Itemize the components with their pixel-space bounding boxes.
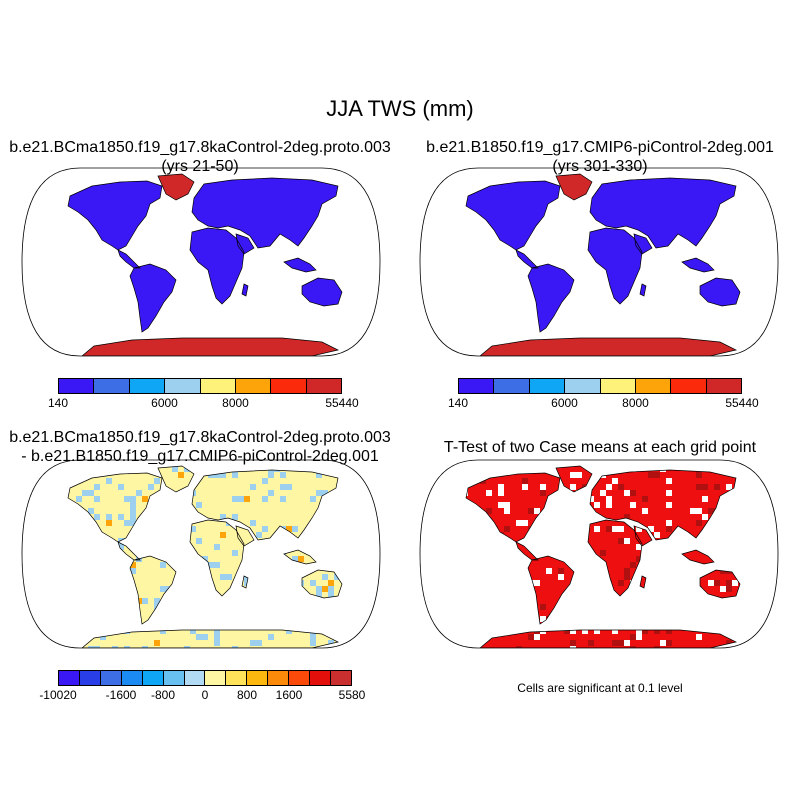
map-content [465, 465, 741, 648]
map-content [67, 173, 343, 356]
colorbar-tick-label: 6000 [151, 396, 178, 410]
colorbar-swatch [59, 671, 80, 685]
colorbar-tick-label: 5580 [338, 688, 366, 702]
landmass-southAmerica [130, 556, 176, 624]
landmass-centralAmerica [516, 542, 538, 560]
map-content [67, 465, 343, 648]
map-outline [419, 167, 779, 357]
panel-title-line2: (yrs 21-50) [161, 158, 239, 175]
colorbar-swatch [330, 671, 351, 685]
panel-title-line1: b.e21.BCma1850.f19_g17.8kaControl-2deg.p… [9, 429, 391, 446]
colorbar-tick-label: -10020 [39, 688, 77, 702]
colorbar-tick-label: 140 [447, 396, 469, 410]
landmass-indonesia [284, 258, 316, 272]
colorbar-swatch [271, 379, 307, 393]
colorbar-swatch [94, 379, 130, 393]
colorbar-swatch [129, 379, 166, 393]
panel-title-bottom-left: b.e21.BCma1850.f19_g17.8kaControl-2deg.p… [0, 428, 400, 466]
colorbar-swatch [306, 379, 341, 393]
colorbar-tick-label: 55440 [325, 396, 359, 410]
landmass-northAmerica [466, 181, 560, 250]
panel-title-line1: b.e21.BCma1850.f19_g17.8kaControl-2deg.p… [9, 139, 391, 156]
colorbar-swatch [142, 671, 164, 685]
landmass-greenland [556, 174, 592, 200]
colorbar-tick-label: 0 [201, 688, 209, 702]
panel-title-line2: - b.e21.B1850.f19_g17.CMIP6-piControl-2d… [21, 448, 379, 465]
colorbar-swatch [121, 671, 143, 685]
panel-title-top-left: b.e21.BCma1850.f19_g17.8kaControl-2deg.p… [0, 138, 400, 176]
colorbar-swatch [79, 671, 101, 685]
colorbar-tick-label: 8000 [622, 396, 649, 410]
colorbar-swatch [165, 379, 201, 393]
colorbar-swatch [247, 671, 269, 685]
significance-note: Cells are significant at 0.1 level [517, 681, 683, 695]
panel-title-line1: T-Test of two Case means at each grid po… [443, 439, 757, 456]
landmass-antarctica [82, 630, 338, 648]
map-panel-difference [21, 459, 381, 649]
panel-title-top-right: b.e21.B1850.f19_g17.CMIP6-piControl-2deg… [400, 138, 800, 176]
landmass-greenland [158, 466, 194, 492]
colorbar-swatch [200, 379, 236, 393]
landmass-southAmerica [130, 264, 176, 332]
landmass-northAmerica [68, 181, 162, 250]
colorbar-swatch [289, 671, 311, 685]
colorbar-case2: 140 6000 8000 55440 [448, 378, 759, 412]
colorbar-swatch [706, 379, 741, 393]
colorbar-swatch [226, 671, 248, 685]
landmass-antarctica [480, 338, 736, 356]
landmass-southAmerica [528, 264, 574, 332]
colorbar-swatch [565, 379, 601, 393]
landmass-africa [190, 520, 244, 596]
landmass-europeAsia [192, 470, 338, 540]
colorbar-tick-label: -800 [150, 688, 176, 702]
panel-title-bottom-right: T-Test of two Case means at each grid po… [400, 438, 800, 457]
colorbar-tick-label: 55440 [725, 396, 759, 410]
colorbar-swatch [100, 671, 122, 685]
map-panel-ttest [419, 459, 779, 649]
colorbar-tick-label: 8000 [222, 396, 249, 410]
landmass-indonesia [682, 550, 714, 564]
landmass-indonesia [682, 258, 714, 272]
landmass-africa [588, 228, 642, 304]
map-outline [419, 459, 779, 649]
landmass-australia [700, 278, 740, 306]
colorbar-case1: 140 6000 8000 55440 [48, 378, 359, 412]
colorbar-difference: -10020 -1600 -800 0 800 1600 5580 [39, 670, 365, 704]
panel-title-line2: (yrs 301-330) [552, 158, 648, 175]
colorbar-tick-label: -1600 [105, 688, 137, 702]
landmass-antarctica [82, 338, 338, 356]
map-outline [21, 167, 381, 357]
colorbar-swatch [600, 379, 636, 393]
landmass-greenland [158, 174, 194, 200]
colorbar-tick-label: 800 [236, 688, 258, 702]
landmass-europeAsia [590, 178, 736, 248]
colorbar-swatch [268, 671, 290, 685]
map-outline [21, 459, 381, 649]
colorbar-swatch [205, 671, 227, 685]
colorbar-tick-label: 6000 [551, 396, 578, 410]
colorbar-swatch [494, 379, 530, 393]
landmass-africa [190, 228, 244, 304]
map-panel-case2 [419, 167, 779, 357]
landmass-australia [302, 278, 342, 306]
colorbar-swatch [184, 671, 206, 685]
colorbar-swatch [671, 379, 707, 393]
colorbar-tick-label: 140 [47, 396, 69, 410]
colorbar-swatch [635, 379, 672, 393]
panel-title-line1: b.e21.B1850.f19_g17.CMIP6-piControl-2deg… [426, 139, 774, 156]
landmass-centralAmerica [516, 250, 538, 268]
map-content [465, 173, 741, 356]
colorbar-swatch [235, 379, 272, 393]
figure-title: JJA TWS (mm) [326, 96, 474, 121]
colorbar-tick-label: 1600 [275, 688, 303, 702]
colorbar-swatch [163, 671, 185, 685]
landmass-europeAsia [192, 178, 338, 248]
colorbar-swatch [459, 379, 495, 393]
colorbar-swatch [310, 671, 331, 685]
colorbar-swatch [529, 379, 566, 393]
colorbar-swatch [59, 379, 95, 393]
map-panel-case1 [21, 167, 381, 357]
landmass-centralAmerica [118, 250, 140, 268]
